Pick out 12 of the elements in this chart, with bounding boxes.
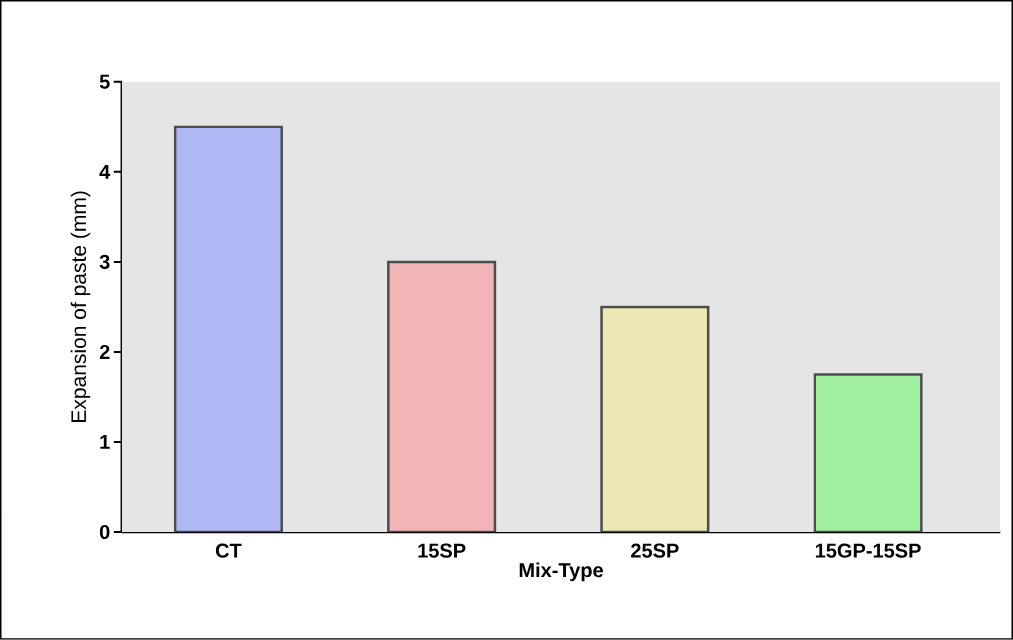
y-tick-label: 5	[99, 74, 110, 89]
y-tick-label: 4	[99, 165, 111, 179]
x-tick-label: 25SP	[631, 543, 679, 558]
x-axis-title: Mix-Type	[519, 562, 603, 582]
y-axis-title: Expansion of paste (mm)	[70, 191, 91, 423]
x-tick-label: 15SP	[418, 543, 466, 558]
y-tick-label: 2	[99, 345, 110, 359]
y-tick-label: 0	[99, 525, 110, 540]
x-tick-label: 15GP-15SP	[815, 543, 921, 558]
x-tick-label: CT	[215, 543, 242, 558]
y-tick-label: 3	[99, 254, 110, 270]
y-tick-label: 1	[100, 435, 110, 449]
